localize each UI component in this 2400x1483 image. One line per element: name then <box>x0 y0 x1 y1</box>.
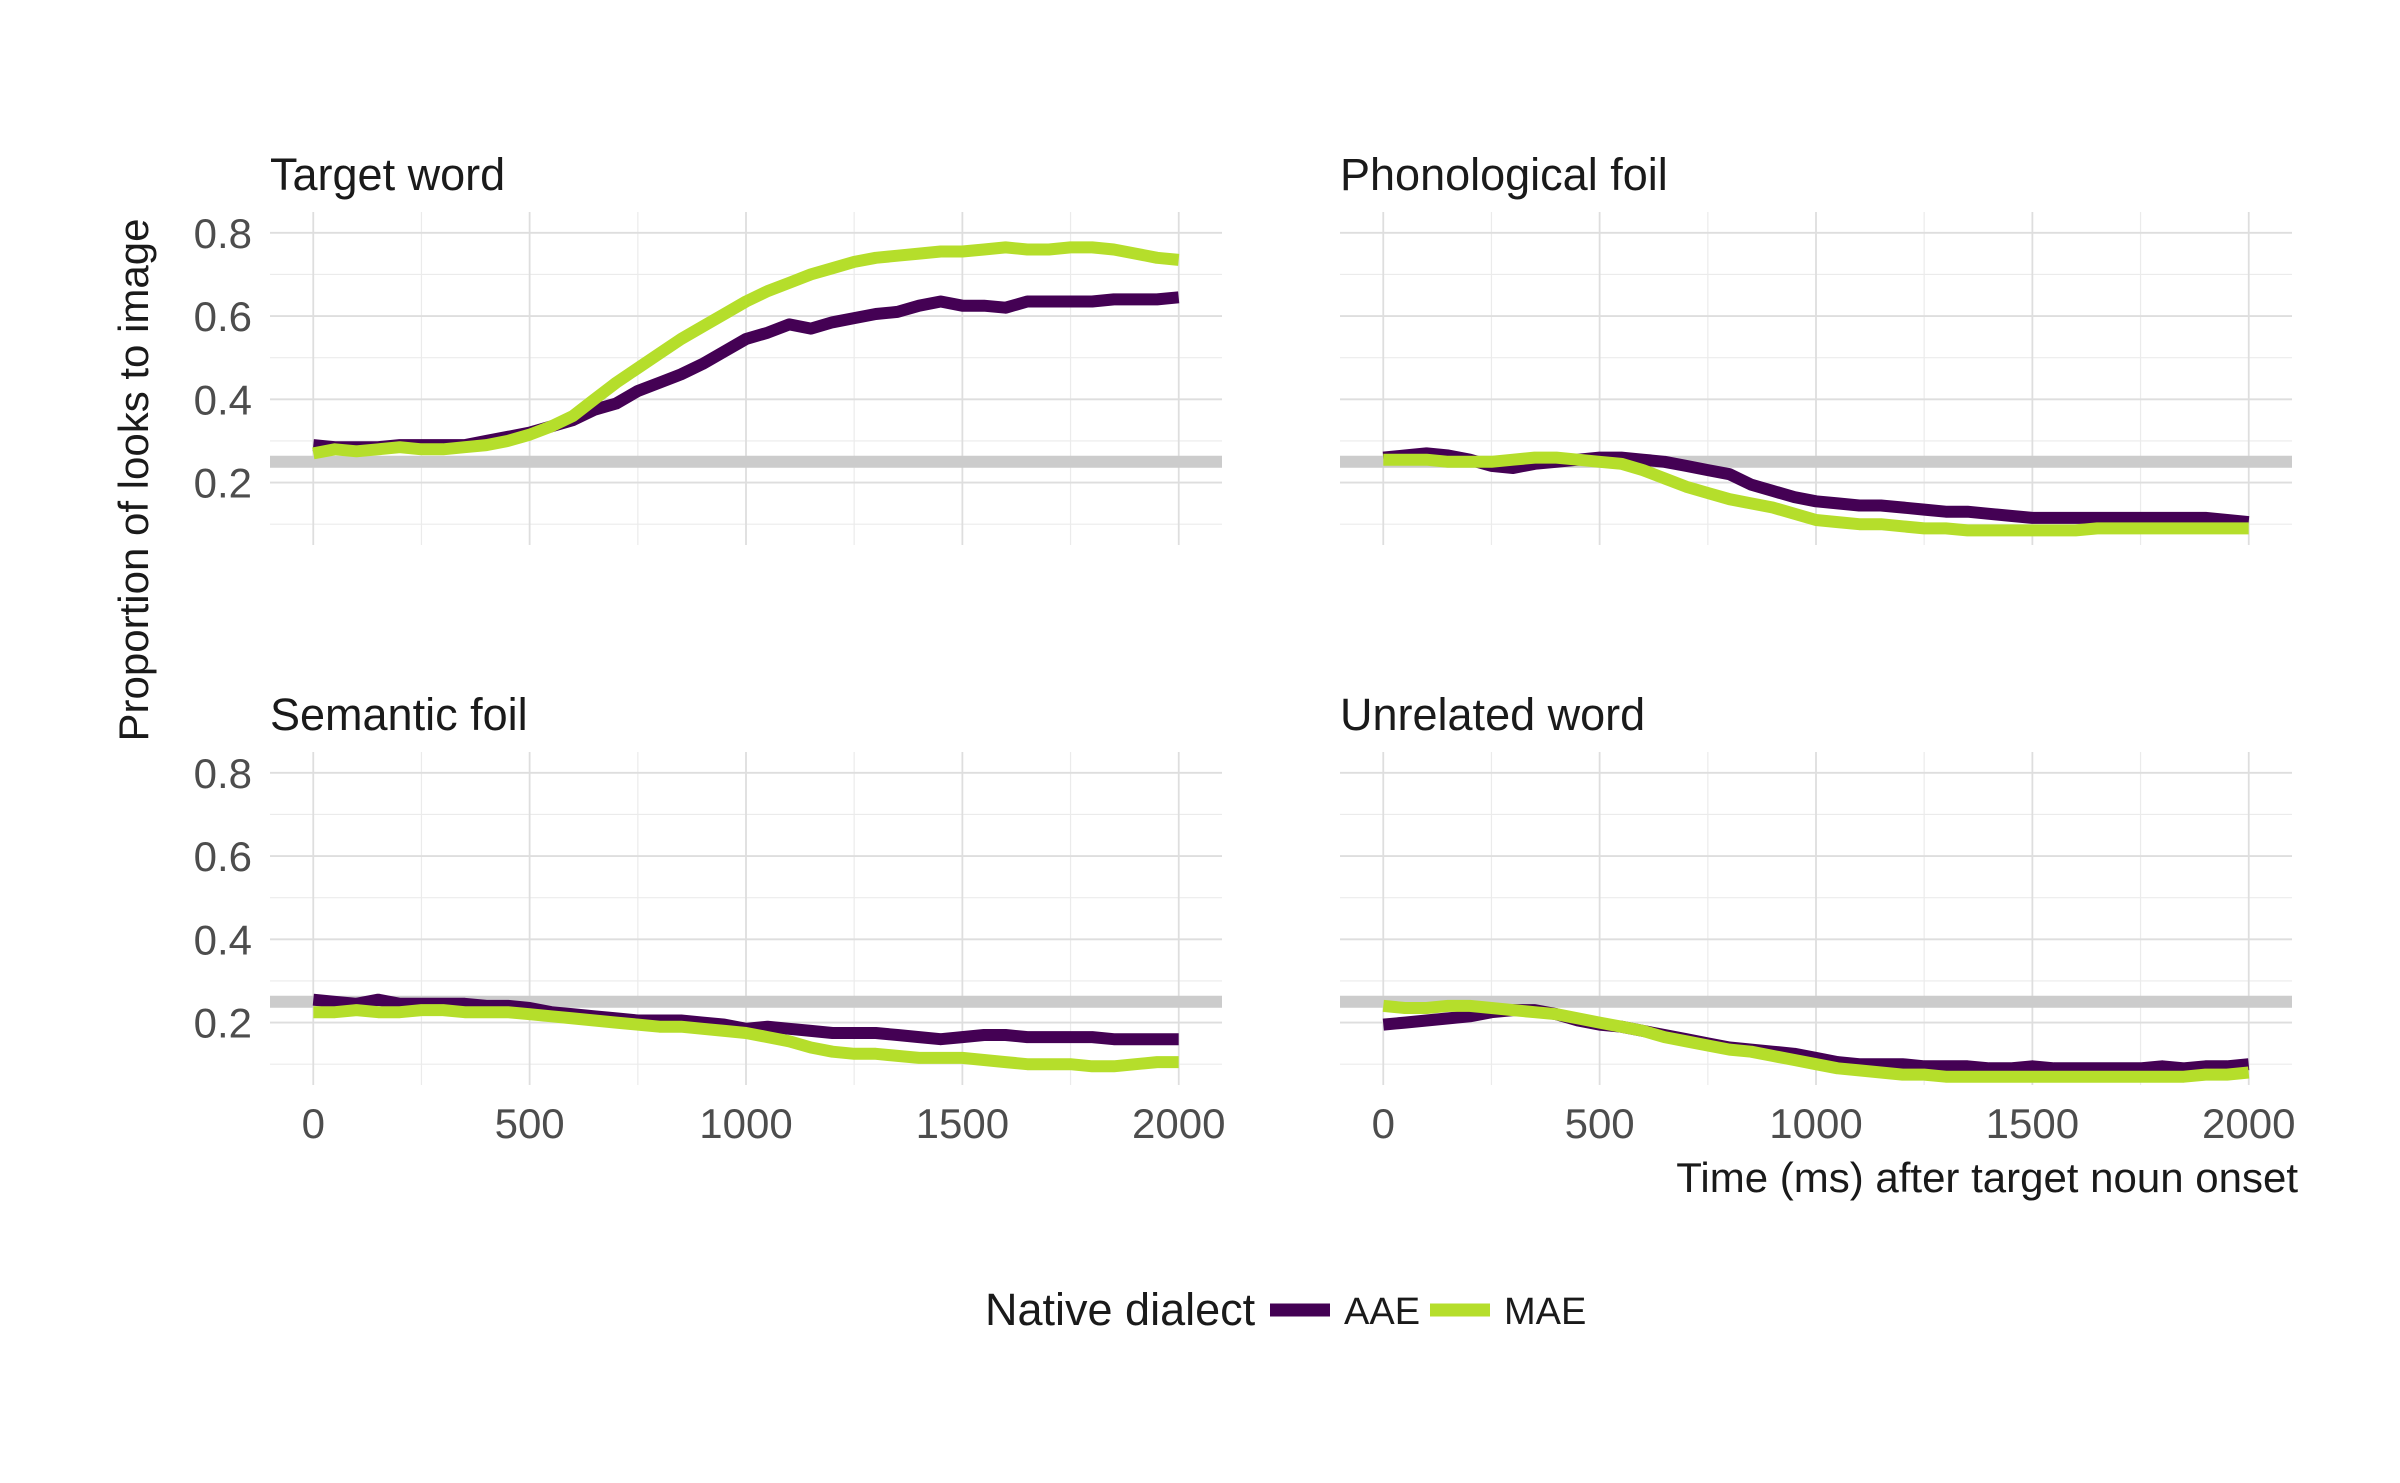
x-tick-label: 2000 <box>2202 1100 2295 1147</box>
x-tick-label: 0 <box>1372 1100 1395 1147</box>
y-tick-label: 0.8 <box>194 210 252 257</box>
legend-label-mae: MAE <box>1504 1291 1586 1333</box>
series-line-aae <box>1382 447 2250 529</box>
y-tick-label: 0.6 <box>194 293 252 340</box>
y-tick-label: 0.6 <box>194 833 252 880</box>
x-tick-label: 2000 <box>1132 1100 1225 1147</box>
y-tick-label: 0.4 <box>194 376 252 423</box>
series-line-mae <box>1382 999 2250 1083</box>
x-tick-label: 1000 <box>1769 1100 1862 1147</box>
y-tick-label: 0.2 <box>194 460 252 507</box>
legend: Native dialect AAE MAE <box>985 1284 1586 1335</box>
y-axis-title: Proportion of looks to image <box>110 219 157 742</box>
panel-title: Unrelated word <box>1340 689 1645 740</box>
gridlines <box>270 752 1222 1085</box>
x-tick-label: 1500 <box>916 1100 1009 1147</box>
legend-title: Native dialect <box>985 1284 1256 1335</box>
panel-semantic-foil: Semantic foil 0.2 0.4 0.6 0.8 0 500 1000 1500 200… <box>194 689 1226 1147</box>
panel-unrelated-word: Unrelated word 0 500 1000 1500 2000 <box>1340 689 2295 1147</box>
x-axis-title: Time (ms) after target noun onset <box>1676 1154 2298 1201</box>
x-tick-label: 500 <box>1565 1100 1635 1147</box>
panel-title: Target word <box>270 149 505 200</box>
panel-title: Semantic foil <box>270 689 528 740</box>
panels-layer: Target word 0.2 0.4 0.6 0.8 Phonological foil… <box>194 149 2296 1147</box>
x-tick-label: 500 <box>495 1100 565 1147</box>
gridlines <box>1340 212 2292 545</box>
y-tick-label: 0.8 <box>194 750 252 797</box>
legend-label-aae: AAE <box>1344 1291 1420 1333</box>
panel-target-word: Target word 0.2 0.4 0.6 0.8 <box>194 149 1222 545</box>
panel-title: Phonological foil <box>1340 149 1668 200</box>
series-line-mae <box>1383 451 2249 537</box>
y-tick-label: 0.4 <box>194 916 252 963</box>
panel-phonological-foil: Phonological foil <box>1340 149 2292 545</box>
x-tick-label: 1000 <box>699 1100 792 1147</box>
series-line-mae <box>313 1004 1179 1073</box>
y-tick-label: 0.2 <box>194 1000 252 1047</box>
gridlines <box>270 212 1222 545</box>
series-line-mae <box>312 241 1180 460</box>
x-tick-label: 1500 <box>1986 1100 2079 1147</box>
gridlines <box>1340 752 2292 1085</box>
x-tick-label: 0 <box>302 1100 325 1147</box>
